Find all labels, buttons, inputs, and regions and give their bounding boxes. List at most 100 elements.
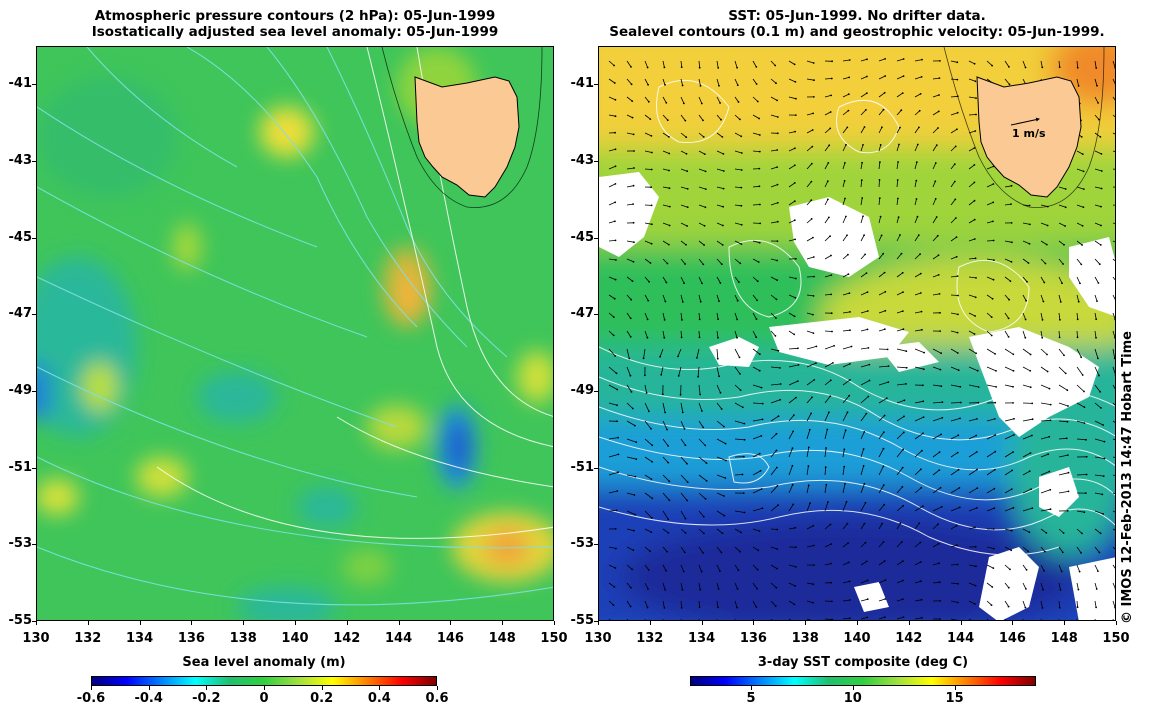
velocity-arrow-head: [741, 473, 744, 476]
velocity-arrow-head: [1012, 451, 1014, 453]
velocity-arrow: [806, 294, 814, 297]
velocity-arrow: [1094, 114, 1100, 120]
velocity-arrow: [680, 294, 684, 303]
velocity-arrow-head: [1049, 508, 1052, 511]
velocity-arrow-head: [849, 329, 851, 332]
velocity-arrow-head: [736, 84, 739, 86]
velocity-arrow: [680, 528, 686, 534]
velocity-arrow-head: [699, 85, 702, 87]
velocity-arrow-head: [862, 215, 864, 218]
velocity-arrow-head: [848, 580, 851, 583]
velocity-arrow-head: [614, 98, 617, 101]
velocity-arrow-head: [975, 97, 977, 99]
velocity-arrow-head: [758, 117, 760, 120]
velocity-arrow-head: [845, 500, 848, 503]
velocity-arrow: [878, 198, 881, 206]
velocity-arrow: [662, 240, 670, 245]
velocity-arrow: [1076, 600, 1078, 608]
velocity-arrow-head: [1080, 551, 1082, 554]
velocity-arrow-head: [616, 420, 618, 423]
velocity-arrow: [608, 148, 616, 152]
velocity-arrow-head: [1058, 606, 1061, 609]
velocity-arrow: [698, 402, 703, 412]
velocity-arrow: [842, 346, 852, 350]
velocity-arrow: [806, 525, 814, 530]
velocity-arrow: [1058, 437, 1067, 440]
velocity-arrow-head: [897, 216, 900, 219]
velocity-arrow-head: [666, 428, 668, 431]
velocity-arrow: [914, 542, 921, 548]
velocity-arrow-head: [723, 425, 725, 428]
velocity-arrow-head: [974, 584, 977, 587]
velocity-arrow-head: [1101, 493, 1104, 496]
velocity-arrow: [914, 329, 922, 332]
velocity-arrow: [662, 60, 665, 68]
velocity-arrow: [662, 114, 669, 121]
velocity-arrow: [662, 474, 670, 482]
velocity-arrow: [1022, 348, 1031, 355]
velocity-arrow-head: [922, 416, 925, 418]
velocity-arrow: [824, 412, 830, 422]
velocity-arrow-head: [885, 397, 888, 400]
velocity-arrow: [1022, 222, 1030, 225]
velocity-arrow: [1094, 492, 1103, 495]
velocity-arrow-head: [777, 415, 780, 418]
velocity-arrow-head: [615, 547, 617, 550]
velocity-arrow: [734, 150, 742, 154]
velocity-arrow-head: [825, 447, 827, 449]
velocity-arrow: [716, 456, 727, 461]
velocity-arrow-head: [865, 412, 868, 415]
velocity-arrow-head: [812, 62, 815, 64]
velocity-arrow: [1022, 600, 1026, 608]
velocity-arrow: [770, 312, 777, 319]
velocity-arrow-head: [777, 349, 780, 352]
velocity-arrow-head: [659, 355, 661, 358]
velocity-arrow: [770, 582, 777, 588]
velocity-arrow: [986, 330, 992, 336]
velocity-arrow: [878, 484, 885, 494]
velocity-arrow-head: [1100, 153, 1103, 155]
velocity-arrow-head: [810, 412, 812, 415]
velocity-arrow-head: [849, 363, 851, 365]
left-lat-tick-label: -45: [8, 229, 33, 245]
velocity-arrow-head: [758, 185, 761, 188]
velocity-arrow-head: [681, 84, 684, 87]
velocity-arrow-head: [1009, 280, 1012, 282]
velocity-arrow: [968, 219, 975, 224]
right-lon-tick-label: 142: [895, 631, 923, 646]
velocity-arrow: [968, 418, 978, 422]
velocity-arrow: [644, 420, 652, 429]
velocity-arrow: [950, 78, 958, 80]
velocity-arrow-head: [699, 393, 701, 396]
left-colorbar-tick-mark: [264, 686, 265, 690]
velocity-arrow-head: [1029, 369, 1032, 372]
velocity-arrow: [878, 579, 886, 584]
velocity-arrow: [950, 181, 956, 188]
velocity-arrow-head: [813, 544, 815, 547]
velocity-arrow-head: [939, 311, 941, 314]
velocity-arrow: [716, 222, 724, 226]
velocity-arrow-head: [634, 424, 636, 427]
left-title-line1: Atmospheric pressure contours (2 hPa): 0…: [94, 8, 496, 24]
velocity-arrow-head: [974, 257, 977, 260]
velocity-arrow-head: [882, 431, 885, 434]
velocity-arrow: [842, 395, 850, 404]
velocity-arrow: [824, 217, 830, 224]
right-lat-tick-label: -51: [570, 459, 595, 475]
velocity-arrow-head: [758, 167, 761, 170]
velocity-arrow: [734, 294, 739, 301]
velocity-arrow-head: [1085, 473, 1088, 476]
velocity-arrow: [914, 617, 923, 620]
velocity-arrow-head: [810, 180, 813, 183]
velocity-arrow-head: [793, 333, 796, 336]
velocity-arrow: [824, 618, 833, 620]
velocity-arrow: [698, 330, 700, 338]
velocity-arrow-head: [991, 586, 994, 588]
velocity-arrow: [950, 525, 957, 530]
left-lon-tick-label: 134: [126, 631, 154, 646]
velocity-arrow-head: [830, 274, 833, 276]
velocity-arrow: [698, 150, 705, 155]
velocity-arrow-head: [756, 568, 759, 571]
velocity-arrow: [860, 364, 870, 368]
left-colorbar-tick-mark: [437, 686, 438, 690]
